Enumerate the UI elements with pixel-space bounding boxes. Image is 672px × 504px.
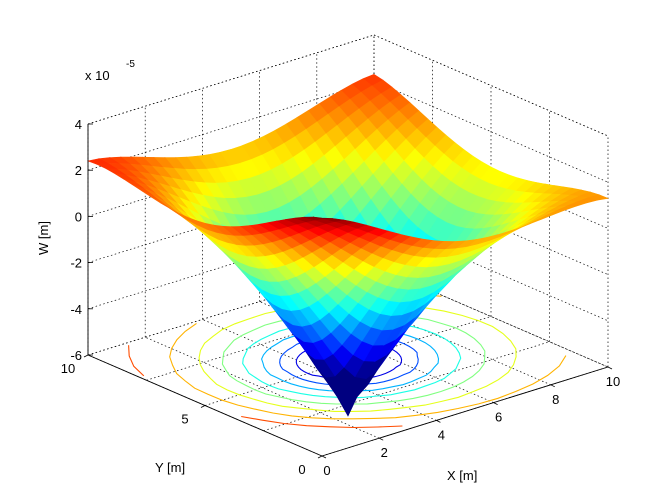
z-tick-label: -6 [70,348,82,363]
y-tick-label: 10 [61,361,75,376]
x-tick-label: 2 [381,445,388,460]
z-axis-label: W [m] [36,221,51,255]
y-axis-label: Y [m] [155,460,185,475]
x-tick-mark [493,402,498,405]
grid-line [373,265,609,368]
grid-line [373,219,609,322]
grid-line [373,34,609,137]
y-tick-label: 5 [181,412,188,427]
z-exponent-power: -5 [126,59,135,70]
z-tick-label: -4 [70,302,82,317]
grid-line [373,80,609,183]
grid-line [145,336,380,439]
x-tick-label: 0 [323,463,330,478]
x-axis-line [321,366,609,457]
x-tick-label: 10 [606,374,620,389]
x-tick-mark [321,455,327,459]
surface-mesh [86,73,610,417]
grid-line [373,173,609,275]
x-tick-label: 6 [495,410,502,425]
z-exponent-base: x 10 [85,68,110,83]
x-axis-label: X [m] [447,468,477,483]
grid-line [373,127,609,229]
z-tick-label: 2 [75,163,82,178]
x-tick-label: 4 [438,427,445,442]
surface-patch [312,216,334,220]
x-tick-mark [550,384,555,388]
y-tick-mark [200,405,206,408]
z-tick-label: 0 [75,209,82,224]
y-tick-label: 0 [298,462,305,477]
x-tick-mark [379,437,384,441]
x-tick-mark [607,366,613,370]
x-tick-mark [436,420,441,423]
y-tick-mark [83,354,89,358]
z-tick-label: 4 [75,117,82,132]
x-tick-label: 8 [552,392,559,407]
y-tick-mark [317,455,323,459]
z-tick-label: -2 [70,256,82,271]
